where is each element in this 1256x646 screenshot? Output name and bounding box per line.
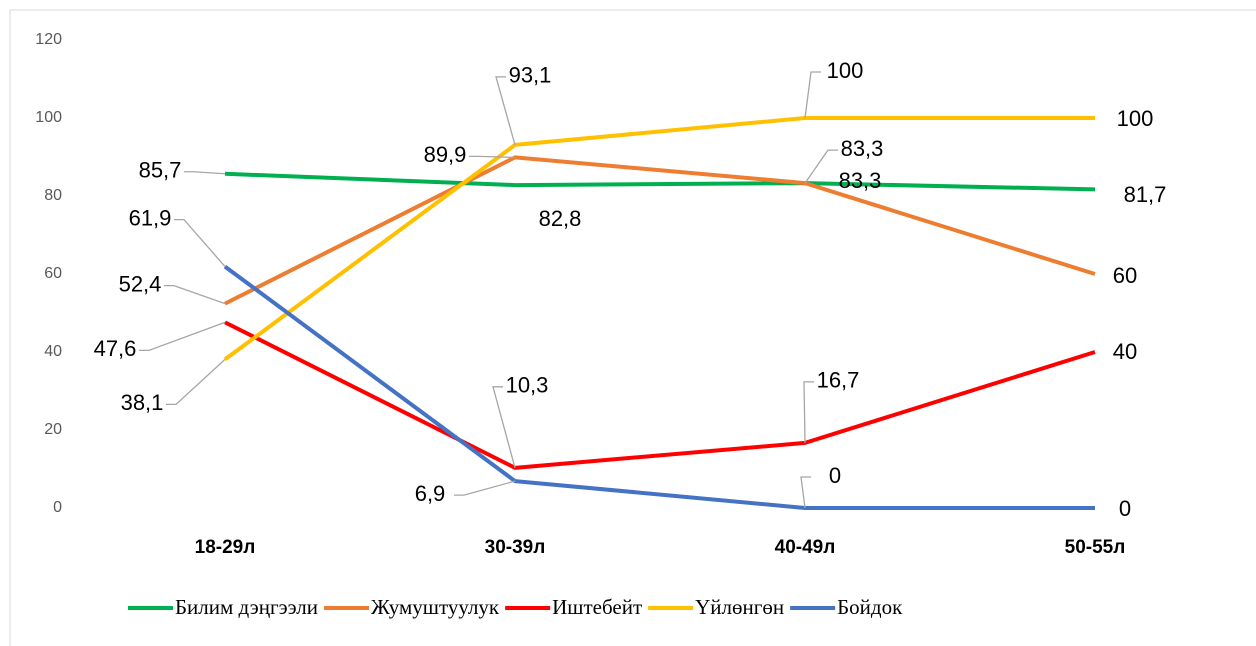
x-tick-label: 40-49л [775, 537, 836, 558]
data-label: 83,3 [839, 168, 882, 193]
series-line [223, 116, 1095, 362]
y-tick-label: 100 [35, 109, 62, 126]
data-label: 89,9 [424, 142, 467, 167]
data-label: 85,7 [139, 158, 182, 183]
leader-line [469, 155, 516, 159]
data-label: 40 [1113, 339, 1137, 364]
chart-frame [9, 9, 1256, 646]
data-label: 52,4 [119, 271, 162, 296]
series-line [224, 155, 1096, 306]
x-tick-label: 18-29л [195, 537, 256, 558]
leader-line [174, 218, 226, 268]
leader-line [166, 358, 226, 406]
data-label: 100 [1117, 106, 1154, 131]
y-tick-label: 80 [44, 187, 62, 204]
legend-label: Иштебейт [552, 595, 642, 619]
legend-label: Жумуштуулук [371, 595, 500, 619]
leader-line [184, 171, 226, 175]
data-label: 10,3 [506, 373, 549, 398]
leader-line [495, 76, 516, 146]
leader-line [454, 480, 516, 496]
legend-label: Билим дэңгээли [175, 595, 318, 619]
data-label: 100 [827, 58, 864, 83]
leader-line [492, 386, 516, 469]
series-line [223, 264, 1095, 510]
data-label: 81,7 [1124, 182, 1167, 207]
legend-label: Үйлөнгөн [695, 595, 784, 619]
data-label: 82,8 [539, 206, 582, 231]
series-line [224, 171, 1096, 192]
y-tick-label: 120 [35, 31, 62, 48]
data-label: 0 [829, 463, 841, 488]
leader-line [804, 71, 821, 119]
y-tick-label: 40 [44, 343, 62, 360]
leader-line [804, 149, 838, 184]
data-label: 60 [1113, 263, 1137, 288]
data-label: 61,9 [129, 205, 172, 230]
x-tick-label: 50-55л [1065, 537, 1126, 558]
leader-line [803, 381, 814, 443]
data-label: 16,7 [817, 368, 860, 393]
data-label: 47,6 [94, 336, 137, 361]
legend-label: Бойдок [837, 595, 903, 619]
y-tick-label: 0 [53, 499, 62, 516]
series-line [224, 320, 1096, 470]
leader-line [139, 321, 226, 352]
data-label: 83,3 [841, 136, 884, 161]
leader-line [800, 476, 811, 509]
x-tick-label: 30-39л [485, 537, 546, 558]
data-label: 93,1 [509, 63, 552, 88]
y-tick-label: 60 [44, 265, 62, 282]
data-label: 6,9 [415, 481, 446, 506]
data-label: 38,1 [121, 390, 164, 415]
data-label: 0 [1119, 496, 1131, 521]
leader-line [164, 284, 226, 305]
y-tick-label: 20 [44, 421, 62, 438]
